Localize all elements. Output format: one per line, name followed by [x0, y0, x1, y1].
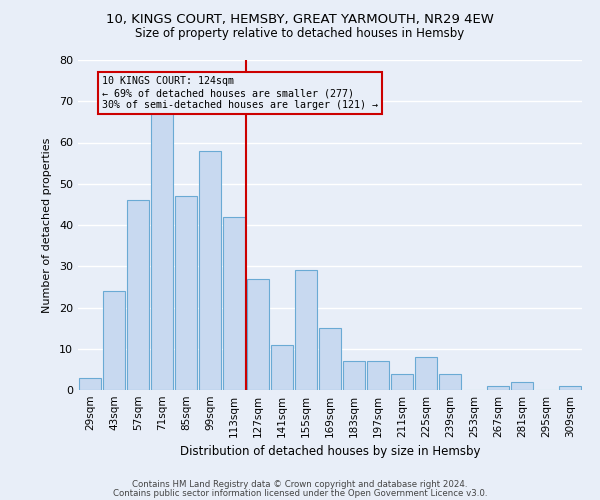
Bar	[343, 361, 365, 390]
Bar	[247, 278, 269, 390]
X-axis label: Distribution of detached houses by size in Hemsby: Distribution of detached houses by size …	[180, 446, 480, 458]
Bar	[151, 101, 173, 390]
Text: Size of property relative to detached houses in Hemsby: Size of property relative to detached ho…	[136, 28, 464, 40]
Text: 10 KINGS COURT: 124sqm
← 69% of detached houses are smaller (277)
30% of semi-de: 10 KINGS COURT: 124sqm ← 69% of detached…	[102, 76, 378, 110]
Bar	[223, 217, 245, 390]
Bar	[439, 374, 461, 390]
Bar	[511, 382, 533, 390]
Text: 10, KINGS COURT, HEMSBY, GREAT YARMOUTH, NR29 4EW: 10, KINGS COURT, HEMSBY, GREAT YARMOUTH,…	[106, 12, 494, 26]
Bar	[271, 344, 293, 390]
Y-axis label: Number of detached properties: Number of detached properties	[42, 138, 52, 312]
Bar	[175, 196, 197, 390]
Text: Contains public sector information licensed under the Open Government Licence v3: Contains public sector information licen…	[113, 490, 487, 498]
Bar	[103, 291, 125, 390]
Bar	[367, 361, 389, 390]
Bar	[415, 357, 437, 390]
Bar	[295, 270, 317, 390]
Bar	[199, 151, 221, 390]
Bar	[487, 386, 509, 390]
Bar	[79, 378, 101, 390]
Bar	[127, 200, 149, 390]
Text: Contains HM Land Registry data © Crown copyright and database right 2024.: Contains HM Land Registry data © Crown c…	[132, 480, 468, 489]
Bar	[559, 386, 581, 390]
Bar	[319, 328, 341, 390]
Bar	[391, 374, 413, 390]
